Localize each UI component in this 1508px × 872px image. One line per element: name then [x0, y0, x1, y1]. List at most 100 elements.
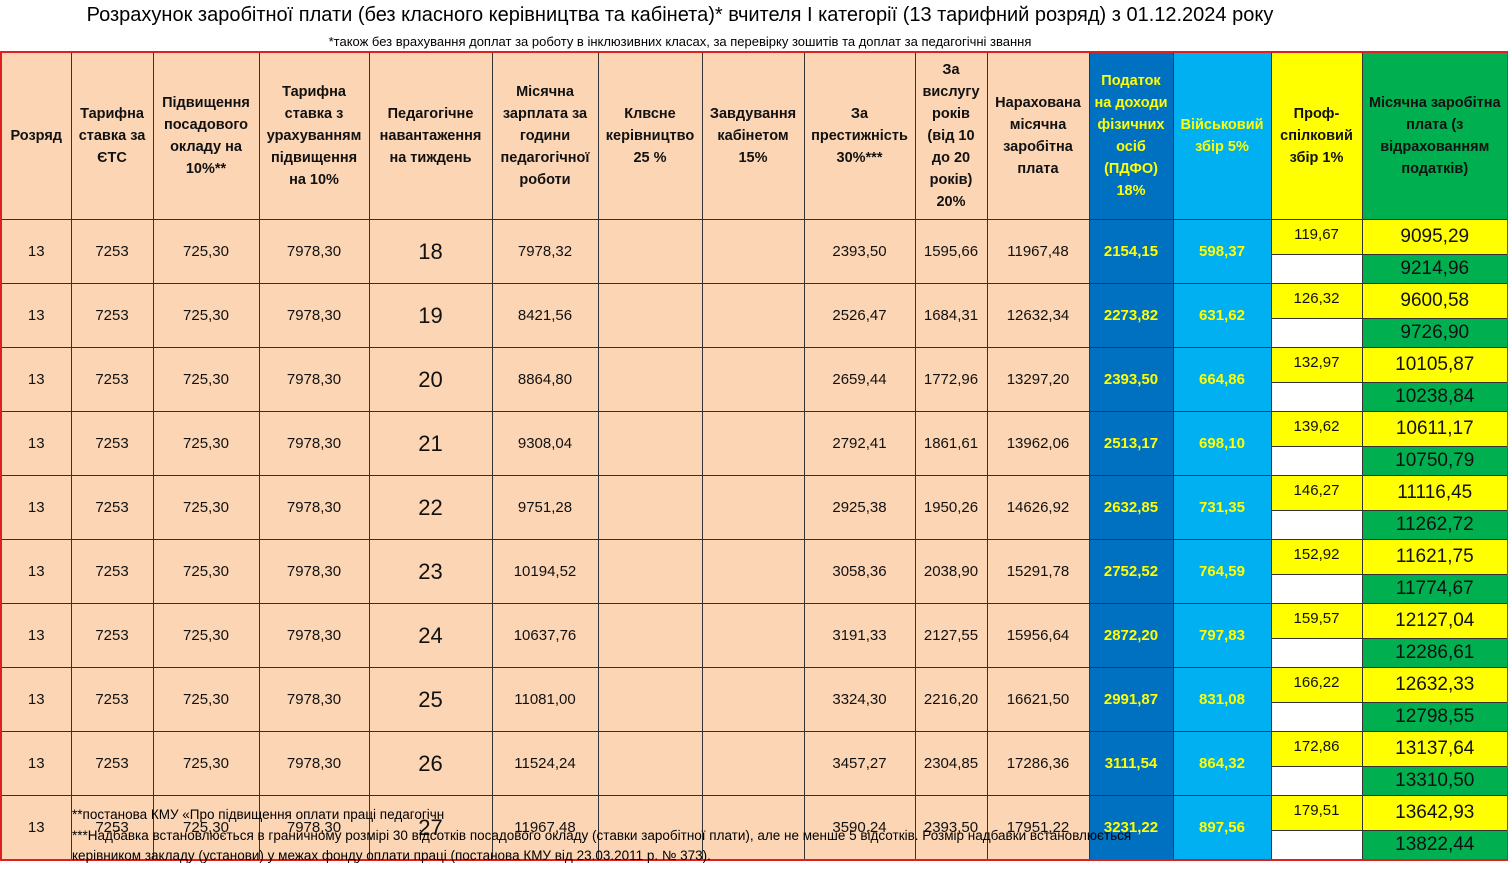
column-header: Підвищення посадового окладу на 10%**	[152, 51, 260, 220]
net-cell: 12798,55	[1361, 702, 1508, 732]
net-cell: 10238,84	[1361, 382, 1508, 412]
cell: 725,30	[152, 219, 260, 284]
net-cell: 13310,50	[1361, 766, 1508, 796]
cell: 2304,85	[914, 731, 988, 796]
footnote: керівником закладу (установи) у межах фо…	[72, 848, 711, 863]
data-row-lower: 12798,55	[1, 702, 1508, 732]
union-cell: 179,51	[1270, 795, 1363, 831]
cell: 18	[368, 219, 493, 284]
cell: 10194,52	[491, 539, 599, 604]
pdfo-cell: 3231,22	[1088, 795, 1174, 861]
empty-cell	[1270, 702, 1363, 732]
column-header: Тарифна ставка з урахуванням підвищення …	[258, 51, 370, 220]
cell: 725,30	[152, 475, 260, 540]
cell: 725,30	[152, 411, 260, 476]
net-cell: 11262,72	[1361, 510, 1508, 540]
cell: 3058,36	[803, 539, 916, 604]
cell: 14626,92	[986, 475, 1090, 540]
cell: 725,30	[152, 667, 260, 732]
cell: 7978,30	[258, 411, 370, 476]
column-header: За престижність 30%***	[803, 51, 916, 220]
pdfo-cell: 2991,87	[1088, 667, 1174, 732]
cell: 15956,64	[986, 603, 1090, 668]
data-row: 13 7253 725,30 7978,30 19 8421,56 2526,47 1684,…	[0, 283, 1508, 348]
cell: 1595,66	[914, 219, 988, 284]
cell: 2038,90	[914, 539, 988, 604]
net-cell: 10105,87	[1361, 347, 1508, 383]
union-cell: 152,92	[1270, 539, 1363, 575]
cell: 7253	[70, 539, 154, 604]
net-cell: 9095,29	[1361, 219, 1508, 255]
pdfo-cell: 2393,50	[1088, 347, 1174, 412]
cell: 9751,28	[491, 475, 599, 540]
cell: 21	[368, 411, 493, 476]
cell: 13	[0, 411, 72, 476]
cell: 7253	[70, 475, 154, 540]
cell: 8864,80	[491, 347, 599, 412]
data-row-lower: 13310,50	[1, 766, 1508, 796]
empty-cell	[1270, 638, 1363, 668]
cell: 7978,30	[258, 219, 370, 284]
military-cell: 897,56	[1172, 795, 1272, 861]
data-row: 13 7253 725,30 7978,30 27 11967,48 3590,24 2393…	[0, 795, 1508, 861]
column-header: Клвсне керівництво 25 %	[597, 51, 703, 220]
column-header: Проф-спілковий збір 1%	[1270, 51, 1363, 220]
data-row-lower: 10238,84	[1, 382, 1508, 412]
cell: 7978,32	[491, 219, 599, 284]
empty-cell	[1270, 830, 1363, 861]
cell: 725,30	[152, 731, 260, 796]
empty-cell	[597, 795, 703, 861]
column-header: Податок на доходи фізичних осіб (ПДФО) 1…	[1088, 51, 1174, 220]
cell: 1684,31	[914, 283, 988, 348]
military-cell: 664,86	[1172, 347, 1272, 412]
union-cell: 132,97	[1270, 347, 1363, 383]
union-cell: 159,57	[1270, 603, 1363, 639]
cell: 2216,20	[914, 667, 988, 732]
cell: 725,30	[152, 539, 260, 604]
empty-cell	[1270, 510, 1363, 540]
net-cell: 11774,67	[1361, 574, 1508, 604]
data-row-lower: 9726,90	[1, 318, 1508, 348]
empty-cell	[1270, 574, 1363, 604]
cell: 13	[0, 539, 72, 604]
cell: 7978,30	[258, 667, 370, 732]
union-cell: 119,67	[1270, 219, 1363, 255]
data-row: 13 7253 725,30 7978,30 24 10637,76 3191,33 2127…	[0, 603, 1508, 668]
net-cell: 12286,61	[1361, 638, 1508, 668]
salary-table: Розряд Тарифна ставка за ЄТС Підвищення по…	[0, 51, 1508, 861]
empty-cell	[597, 411, 703, 476]
empty-cell	[597, 731, 703, 796]
military-cell: 864,32	[1172, 731, 1272, 796]
data-row: 13 7253 725,30 7978,30 20 8864,80 2659,44 1772,…	[0, 347, 1508, 412]
cell: 13962,06	[986, 411, 1090, 476]
cell: 7253	[70, 283, 154, 348]
net-cell: 10750,79	[1361, 446, 1508, 476]
union-cell: 146,27	[1270, 475, 1363, 511]
net-cell: 12127,04	[1361, 603, 1508, 639]
cell: 2526,47	[803, 283, 916, 348]
empty-cell	[701, 219, 805, 284]
cell: 7253	[70, 731, 154, 796]
cell: 15291,78	[986, 539, 1090, 604]
pdfo-cell: 2273,82	[1088, 283, 1174, 348]
column-header: Місячна заробітна плата (з відрахованням…	[1361, 51, 1508, 220]
net-cell: 13642,93	[1361, 795, 1508, 831]
cell: 13	[0, 283, 72, 348]
footnote: **постанова КМУ «Про підвищення оплати п…	[72, 807, 445, 822]
empty-cell	[597, 283, 703, 348]
empty-cell	[701, 411, 805, 476]
cell: 19	[368, 283, 493, 348]
cell: 9308,04	[491, 411, 599, 476]
cell: 7978,30	[258, 347, 370, 412]
empty-cell	[597, 603, 703, 668]
empty-cell	[701, 603, 805, 668]
cell: 13	[0, 347, 72, 412]
cell: 11967,48	[986, 219, 1090, 284]
cell: 1772,96	[914, 347, 988, 412]
cell: 725,30	[152, 795, 260, 861]
empty-cell	[597, 347, 703, 412]
pdfo-cell: 2632,85	[1088, 475, 1174, 540]
data-row-lower: 11262,72	[1, 510, 1508, 540]
cell: 7978,30	[258, 539, 370, 604]
